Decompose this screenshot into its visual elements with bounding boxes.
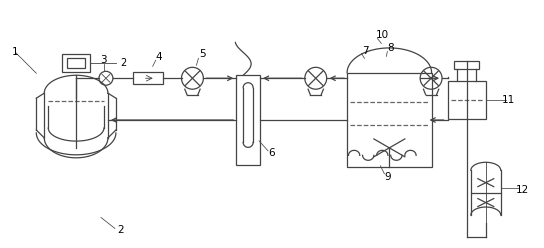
Text: 9: 9 — [384, 172, 391, 182]
Text: 1: 1 — [12, 47, 18, 57]
Text: 4: 4 — [156, 52, 162, 62]
Text: 8: 8 — [387, 43, 394, 53]
Text: 3: 3 — [101, 55, 107, 65]
Bar — [236, 75, 260, 165]
Bar — [454, 61, 479, 69]
Text: 10: 10 — [376, 31, 389, 40]
Text: 7: 7 — [362, 46, 369, 56]
Text: 12: 12 — [516, 185, 529, 195]
Text: 11: 11 — [502, 95, 515, 105]
Text: 5: 5 — [199, 49, 206, 59]
Text: 6: 6 — [269, 148, 275, 158]
Bar — [133, 72, 163, 84]
Bar — [448, 81, 486, 119]
Bar — [347, 73, 431, 167]
Text: 2: 2 — [118, 225, 124, 235]
Bar — [67, 58, 85, 68]
Bar — [62, 54, 90, 72]
Text: 2: 2 — [120, 58, 126, 68]
